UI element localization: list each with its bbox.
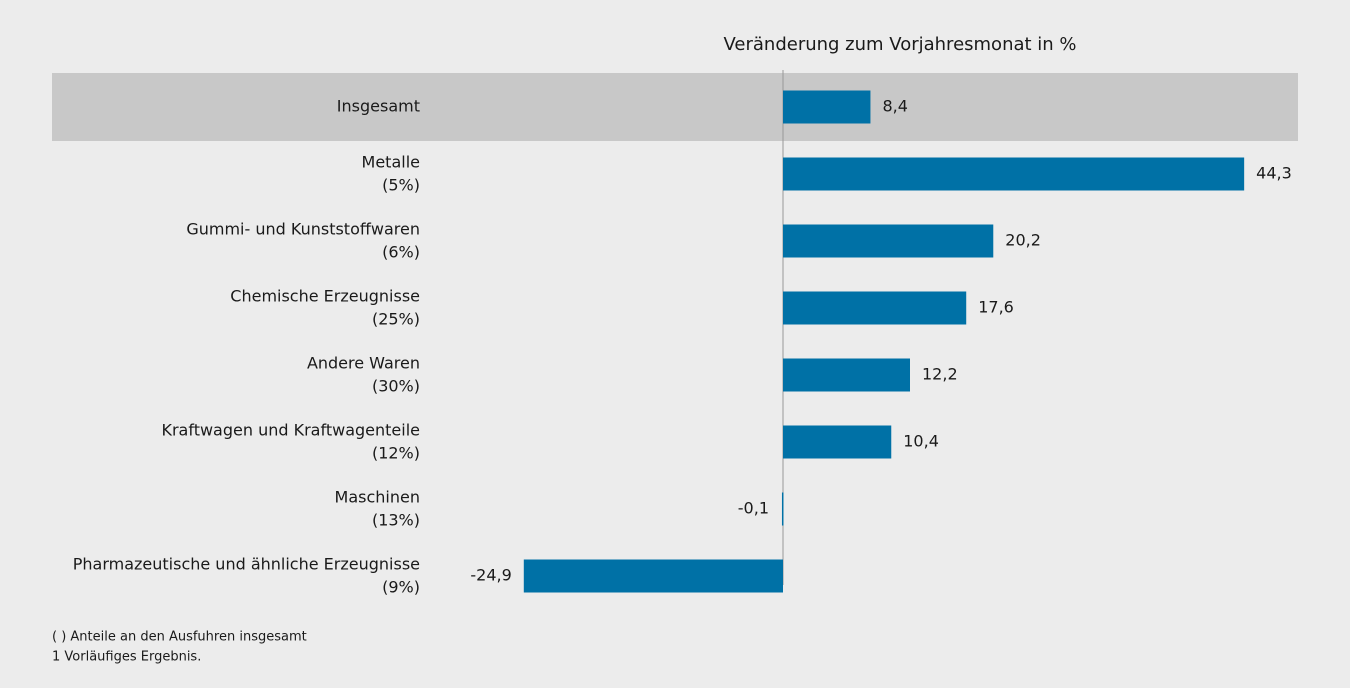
bar — [781, 492, 784, 526]
category-label: Andere Waren — [307, 354, 420, 373]
value-label: 12,2 — [922, 365, 958, 384]
value-label: 44,3 — [1256, 164, 1292, 183]
value-label: -0,1 — [738, 499, 769, 518]
bar — [783, 224, 994, 258]
category-label: Metalle — [362, 153, 420, 172]
value-label: 17,6 — [978, 298, 1014, 317]
category-label: Chemische Erzeugnisse — [230, 287, 420, 306]
footnote: ( ) Anteile an den Ausfuhren insgesamt — [52, 630, 307, 645]
bar — [523, 559, 783, 593]
category-share: (6%) — [382, 243, 420, 262]
value-label: 10,4 — [903, 432, 939, 451]
chart-title: Veränderung zum Vorjahresmonat in % — [723, 34, 1076, 55]
category-share: (30%) — [372, 377, 420, 396]
category-label: Pharmazeutische und ähnliche Erzeugnisse — [73, 555, 420, 574]
category-label: Gummi- und Kunststoffwaren — [186, 220, 420, 239]
category-share: (13%) — [372, 511, 420, 530]
category-label: Maschinen — [335, 488, 420, 507]
highlight-band — [52, 73, 1298, 141]
value-label: 8,4 — [882, 97, 907, 116]
bar — [783, 157, 1245, 191]
value-label: 20,2 — [1005, 231, 1041, 250]
value-label: -24,9 — [470, 566, 511, 585]
category-share: (12%) — [372, 444, 420, 463]
category-share: (9%) — [382, 578, 420, 597]
bar — [783, 291, 967, 325]
category-label: Insgesamt — [337, 97, 420, 116]
category-label: Kraftwagen und Kraftwagenteile — [161, 421, 420, 440]
category-share: (25%) — [372, 310, 420, 329]
bar — [783, 90, 871, 124]
bar — [783, 358, 911, 392]
bar — [783, 425, 892, 459]
category-share: (5%) — [382, 176, 420, 195]
footnote: 1 Vorläufiges Ergebnis. — [52, 650, 201, 665]
